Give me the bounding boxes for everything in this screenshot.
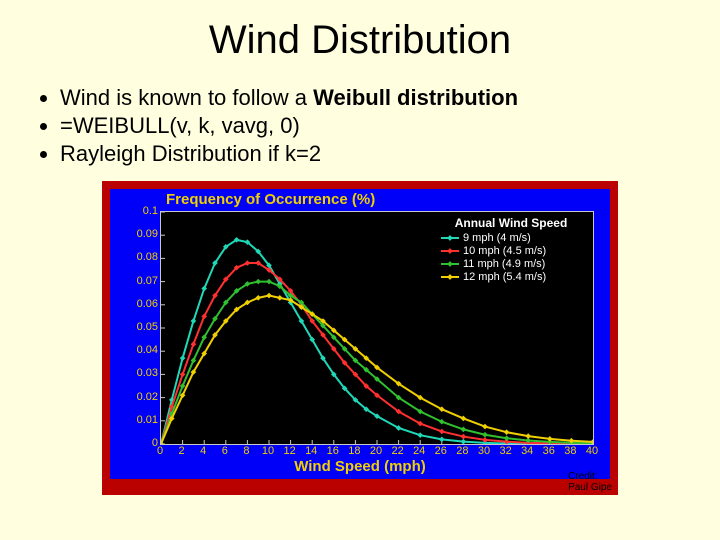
y-tick-label: 0.05 [120, 321, 158, 333]
y-tick-label: 0.07 [120, 275, 158, 287]
legend-swatch [441, 276, 459, 278]
bullet-text: Wind is known to follow a [60, 85, 313, 110]
x-tick-label: 38 [560, 445, 580, 457]
legend-title: Annual Wind Speed [441, 216, 581, 230]
legend-swatch [441, 237, 459, 239]
y-tick-label: 0.02 [120, 391, 158, 403]
credit-label: Credit: Paul Gipe [568, 471, 612, 493]
series-marker [461, 427, 467, 433]
series-marker [482, 424, 488, 430]
slide: Wind Distribution Wind is known to follo… [0, 0, 720, 540]
y-tick-label: 0.08 [120, 251, 158, 263]
x-tick-label: 8 [236, 445, 256, 457]
series-marker [439, 429, 445, 435]
x-tick-label: 4 [193, 445, 213, 457]
chart-frame: Frequency of Occurrence (%) Annual Wind … [102, 181, 618, 495]
series-marker [461, 439, 467, 444]
legend-item: 11 mph (4.9 m/s) [441, 258, 581, 270]
bullet-list: Wind is known to follow a Weibull distri… [40, 85, 720, 167]
series-line [161, 282, 593, 444]
x-tick-label: 0 [150, 445, 170, 457]
y-tick-label: 0.06 [120, 298, 158, 310]
bullet-text: =WEIBULL(v, k, vavg, 0) [60, 113, 300, 138]
legend-swatch [441, 263, 459, 265]
series-marker [277, 295, 283, 301]
legend-item: 12 mph (5.4 m/s) [441, 271, 581, 283]
legend-label: 9 mph (4 m/s) [463, 232, 531, 244]
series-marker [461, 434, 467, 440]
y-tick-label: 0.09 [120, 228, 158, 240]
y-tick-label: 0.03 [120, 367, 158, 379]
x-tick-label: 30 [474, 445, 494, 457]
series-marker [245, 260, 251, 266]
credit-line2: Paul Gipe [568, 482, 612, 493]
bullet-text: Rayleigh Distribution if k=2 [60, 141, 321, 166]
series-marker [525, 433, 531, 439]
x-tick-label: 10 [258, 445, 278, 457]
x-tick-label: 6 [215, 445, 235, 457]
series-marker [504, 435, 510, 441]
legend-label: 10 mph (4.5 m/s) [463, 245, 546, 257]
series-marker [482, 432, 488, 438]
x-tick-label: 2 [172, 445, 192, 457]
chart-area: Frequency of Occurrence (%) Annual Wind … [110, 189, 610, 479]
slide-title: Wind Distribution [0, 18, 720, 63]
x-tick-label: 26 [431, 445, 451, 457]
legend-label: 11 mph (4.9 m/s) [463, 258, 545, 270]
legend: Annual Wind Speed 9 mph (4 m/s)10 mph (4… [441, 216, 581, 284]
bullet-item: =WEIBULL(v, k, vavg, 0) [60, 113, 720, 139]
series-marker [504, 429, 510, 435]
x-tick-label: 18 [344, 445, 364, 457]
legend-item: 10 mph (4.5 m/s) [441, 245, 581, 257]
chart-title: Frequency of Occurrence (%) [166, 191, 375, 208]
x-tick-label: 24 [409, 445, 429, 457]
x-tick-label: 36 [539, 445, 559, 457]
plot-area: Annual Wind Speed 9 mph (4 m/s)10 mph (4… [160, 211, 594, 445]
series-marker [180, 355, 186, 361]
x-axis-label: Wind Speed (mph) [110, 458, 610, 475]
series-marker [417, 432, 423, 438]
bullet-bold: Weibull distribution [313, 85, 518, 110]
y-tick-label: 0.1 [120, 205, 158, 217]
x-tick-label: 34 [517, 445, 537, 457]
x-tick-label: 32 [496, 445, 516, 457]
series-marker [266, 279, 272, 285]
series-marker [191, 341, 197, 347]
legend-label: 12 mph (5.4 m/s) [463, 271, 546, 283]
bullet-item: Wind is known to follow a Weibull distri… [60, 85, 720, 111]
series-marker [461, 416, 467, 422]
bullet-item: Rayleigh Distribution if k=2 [60, 141, 720, 167]
x-tick-label: 22 [388, 445, 408, 457]
series-marker [439, 437, 445, 443]
series-marker [201, 286, 207, 292]
x-tick-label: 40 [582, 445, 602, 457]
x-tick-label: 28 [452, 445, 472, 457]
series-marker [266, 293, 272, 299]
series-marker [180, 372, 186, 378]
series-marker [180, 383, 186, 389]
series-marker [255, 295, 261, 301]
legend-swatch [441, 250, 459, 252]
y-tick-label: 0.01 [120, 414, 158, 426]
x-tick-label: 14 [301, 445, 321, 457]
x-tick-label: 16 [323, 445, 343, 457]
series-marker [191, 318, 197, 324]
x-tick-label: 20 [366, 445, 386, 457]
y-tick-label: 0.04 [120, 344, 158, 356]
series-marker [255, 279, 261, 285]
x-tick-label: 12 [280, 445, 300, 457]
legend-item: 9 mph (4 m/s) [441, 232, 581, 244]
credit-line1: Credit: [568, 471, 597, 482]
